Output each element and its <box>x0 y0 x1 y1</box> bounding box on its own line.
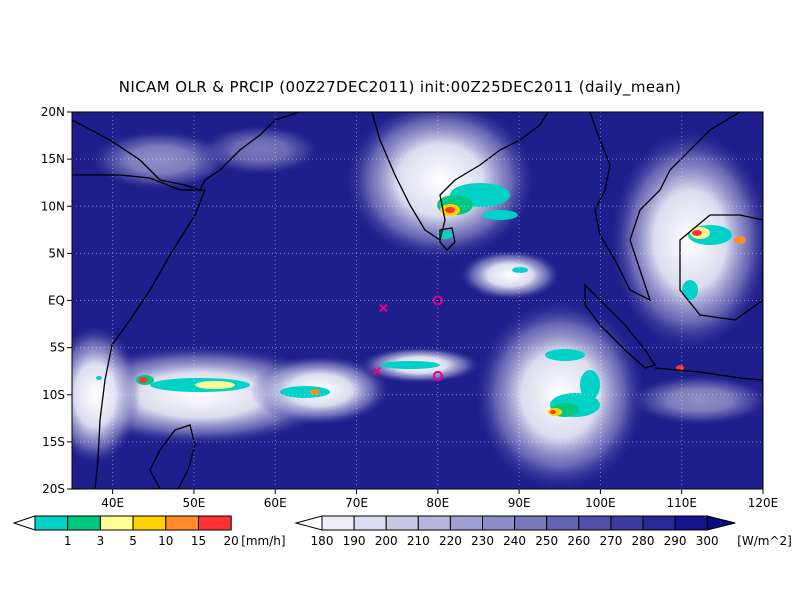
map-area <box>72 112 763 489</box>
lon-label: 60E <box>264 496 287 510</box>
lat-label: 15N <box>41 152 65 166</box>
olr-legend-label: 290 <box>664 534 687 548</box>
olr-legend-label: 230 <box>471 534 494 548</box>
lon-label: 40E <box>101 496 124 510</box>
x-marker <box>379 303 388 313</box>
olr-legend-swatch <box>417 515 451 531</box>
olr-legend-unit: [W/m^2] <box>737 534 792 548</box>
lat-label: 10S <box>42 388 65 402</box>
lat-lon-grid <box>72 112 763 489</box>
lon-label: 90E <box>508 496 531 510</box>
olr-legend-swatch <box>578 515 612 531</box>
olr-legend-swatch <box>385 515 419 531</box>
olr-legend-swatch <box>514 515 548 531</box>
circle-marker <box>432 370 443 381</box>
lat-label: 20S <box>42 482 65 496</box>
storm-markers <box>372 295 443 381</box>
precip-legend-swatch <box>198 515 232 531</box>
precip-legend-label: 5 <box>129 534 137 548</box>
precip-legend: 1 3 5 10 15 20 [mm/h] <box>12 515 286 548</box>
olr-cloud-field <box>72 112 763 489</box>
precip-legend-swatch <box>67 515 101 531</box>
olr-legend-lower-arrow <box>294 515 323 531</box>
olr-legend-swatch <box>482 515 516 531</box>
x-marker <box>372 366 382 376</box>
lon-label: 120E <box>748 496 779 510</box>
olr-legend-label: 280 <box>632 534 655 548</box>
olr-legend-label: 210 <box>407 534 430 548</box>
olr-legend-label: 180 <box>311 534 334 548</box>
lon-label: 70E <box>345 496 368 510</box>
lon-label: 100E <box>585 496 616 510</box>
olr-legend: 180 190 200 210 220 230 240 250 260 270 280 290 300 [… <box>294 515 792 548</box>
olr-legend-upper-arrow <box>706 515 736 531</box>
olr-legend-swatch <box>546 515 580 531</box>
olr-legend-label: 300 <box>696 534 719 548</box>
olr-legend-label: 190 <box>343 534 366 548</box>
precip-legend-swatch <box>165 515 200 531</box>
lat-label: 10N <box>41 199 65 213</box>
axis-ticks <box>67 111 764 494</box>
lon-axis-labels: 40E 50E 60E 70E 80E 90E 100E 110E 120E <box>101 496 778 510</box>
olr-legend-label: 270 <box>599 534 622 548</box>
precip-legend-lower-arrow <box>12 515 36 531</box>
precip-field <box>96 183 746 417</box>
lat-label: EQ <box>48 294 65 308</box>
lat-label: 5N <box>48 246 65 260</box>
olr-legend-label: 240 <box>503 534 526 548</box>
precip-legend-swatch <box>34 515 69 531</box>
olr-legend-swatch <box>321 515 355 531</box>
lon-label: 110E <box>666 496 697 510</box>
olr-legend-swatch <box>642 515 676 531</box>
page-title: NICAM OLR & PRCIP (00Z27DEC2011) init:00… <box>118 78 682 96</box>
lon-label: 80E <box>426 496 449 510</box>
olr-legend-swatch <box>674 515 708 531</box>
precip-legend-label: 10 <box>158 534 173 548</box>
olr-legend-label: 260 <box>567 534 590 548</box>
precip-legend-label: 1 <box>64 534 72 548</box>
precip-legend-swatch <box>99 515 134 531</box>
olr-legend-label: 200 <box>375 534 398 548</box>
precip-legend-label: 20 <box>224 534 239 548</box>
precip-legend-unit: [mm/h] <box>241 534 285 548</box>
olr-legend-swatch <box>610 515 644 531</box>
lon-label: 50E <box>183 496 206 510</box>
coastlines <box>72 112 763 489</box>
circle-marker <box>432 295 443 306</box>
olr-legend-swatch <box>353 515 387 531</box>
olr-legend-label: 220 <box>439 534 462 548</box>
precip-legend-label: 15 <box>191 534 206 548</box>
lat-label: 20N <box>41 105 65 119</box>
olr-legend-swatch <box>449 515 483 531</box>
olr-legend-label: 250 <box>535 534 558 548</box>
precip-legend-swatch <box>132 515 167 531</box>
lat-label: 5S <box>50 341 65 355</box>
lat-axis-labels: 20N 15N 10N 5N EQ 5S 10S 15S 20S <box>41 105 65 496</box>
lat-label: 15S <box>42 435 65 449</box>
precip-legend-label: 3 <box>97 534 105 548</box>
